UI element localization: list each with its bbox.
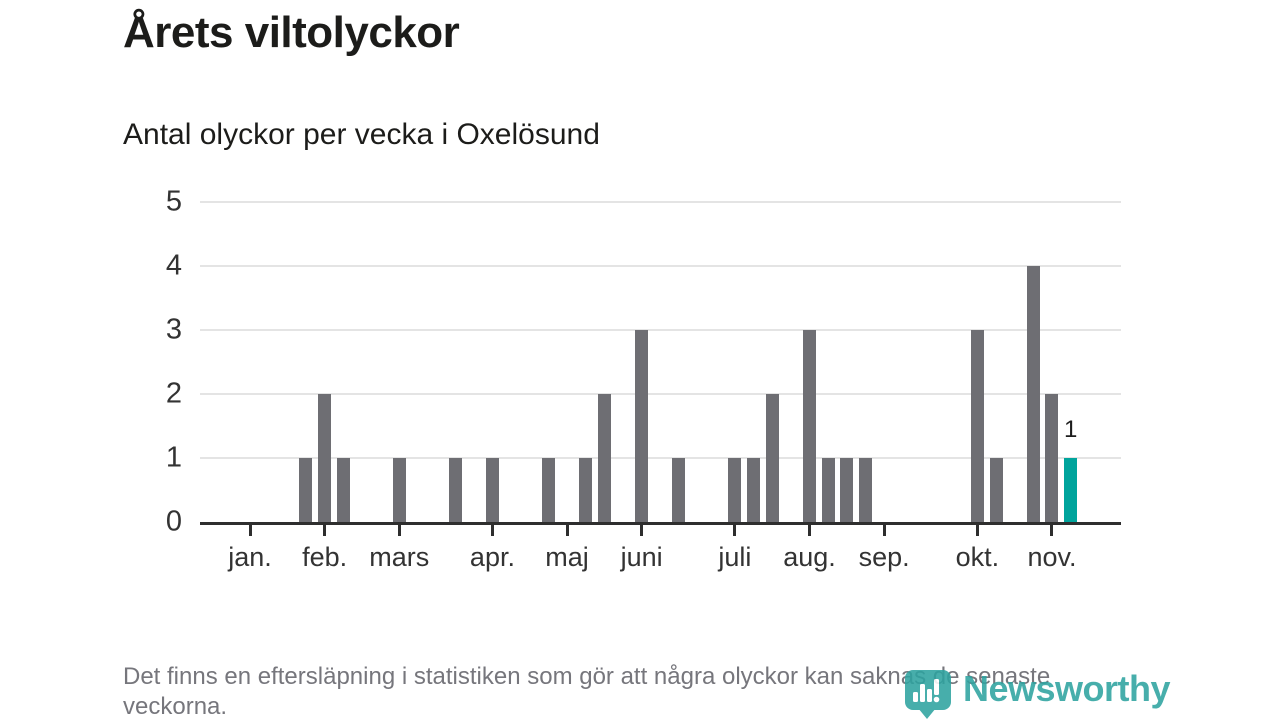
x-tick xyxy=(808,525,812,536)
bar xyxy=(448,458,462,522)
bar xyxy=(821,458,835,522)
x-tick xyxy=(323,525,327,536)
x-tick xyxy=(565,525,569,536)
x-tick xyxy=(733,525,737,536)
gridline xyxy=(200,201,1121,203)
bar xyxy=(597,394,611,522)
y-tick-label: 1 xyxy=(165,441,182,474)
x-tick xyxy=(248,525,252,536)
bar xyxy=(765,394,779,522)
bar xyxy=(485,458,499,522)
x-tick xyxy=(882,525,886,536)
bar-value-label: 1 xyxy=(1063,416,1078,443)
y-tick-label: 2 xyxy=(165,377,182,410)
bar xyxy=(1026,266,1040,522)
bar xyxy=(672,458,686,522)
bar xyxy=(747,458,761,522)
x-tick xyxy=(640,525,644,536)
x-tick-label: feb. xyxy=(302,542,348,572)
gridline xyxy=(200,457,1121,459)
x-tick xyxy=(1050,525,1054,536)
bar xyxy=(970,330,984,522)
page-title: Årets viltolyckor xyxy=(123,8,460,57)
gridline xyxy=(200,265,1121,267)
x-tick-label: mars xyxy=(369,542,430,572)
bar xyxy=(299,458,313,522)
x-tick-label: jan. xyxy=(228,542,272,572)
newsworthy-pin-barchart-icon xyxy=(905,670,951,719)
bar xyxy=(840,458,854,522)
x-tick-label: apr. xyxy=(469,542,515,572)
bar xyxy=(635,330,649,522)
x-tick-label: nov. xyxy=(1027,542,1077,572)
y-tick-label: 0 xyxy=(165,505,182,538)
y-axis-labels: 0 1 2 3 4 5 xyxy=(0,186,182,538)
x-tick xyxy=(975,525,979,536)
x-tick-label: sep. xyxy=(858,542,910,572)
bar xyxy=(989,458,1003,522)
y-tick-label: 3 xyxy=(165,313,182,346)
bar xyxy=(541,458,555,522)
x-tick-label: juli xyxy=(718,542,752,572)
chart-subtitle: Antal olyckor per vecka i Oxelösund xyxy=(123,118,600,151)
bar xyxy=(858,458,872,522)
bar xyxy=(336,458,350,522)
bar xyxy=(579,458,593,522)
y-tick-label: 4 xyxy=(165,249,182,282)
x-tick xyxy=(490,525,494,536)
bar xyxy=(318,394,332,522)
newsworthy-wordmark: Newsworthy xyxy=(963,668,1171,709)
highlight-bar xyxy=(1064,458,1078,522)
y-tick-label: 5 xyxy=(165,185,182,218)
x-tick xyxy=(397,525,401,536)
footnote: Det finns en eftersläpning i statistiken… xyxy=(123,663,1051,720)
x-tick-label: aug. xyxy=(783,542,836,572)
x-tick-label: maj xyxy=(545,542,589,572)
bar xyxy=(803,330,817,522)
x-tick-label: okt. xyxy=(955,542,1000,572)
gridline xyxy=(200,329,1121,331)
bar xyxy=(728,458,742,522)
gridline xyxy=(200,393,1121,395)
bar xyxy=(392,458,406,522)
x-tick-label: juni xyxy=(620,542,663,572)
plot-area: 1 jan. feb. mars apr. maj juni juli aug. sep. okt.… xyxy=(200,201,1121,572)
bar xyxy=(1045,394,1059,522)
